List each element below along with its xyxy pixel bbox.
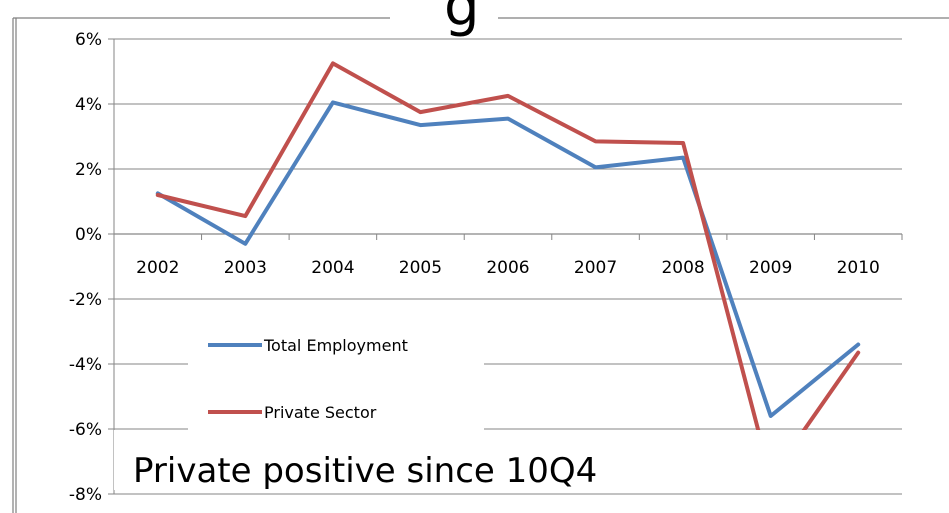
annotation-text: Private positive since 10Q4 xyxy=(133,451,597,491)
annotation-background xyxy=(114,430,905,490)
x-axis: 2002 2003 2004 2005 2006 2007 2008 2009 2010 xyxy=(113,233,903,278)
x-tick-label: 2002 xyxy=(136,258,179,278)
annotation-box: Private positive since 10Q4 xyxy=(114,430,905,491)
slide-title-fragment: g xyxy=(444,0,480,39)
x-tick-label: 2008 xyxy=(661,258,704,278)
y-tick-label: 0% xyxy=(75,225,102,245)
y-axis: 6% 4% 2% 0% -2% -4% -6% -8% xyxy=(69,30,115,505)
x-tick-label: 2010 xyxy=(837,258,880,278)
y-tick-label: -4% xyxy=(69,355,102,375)
y-tick-label: -6% xyxy=(69,420,102,440)
series-lines xyxy=(155,61,861,480)
series-line-total-employment xyxy=(155,100,861,418)
legend-label-private-sector: Private Sector xyxy=(264,403,377,422)
x-tick-label: 2009 xyxy=(749,258,792,278)
x-tick-label: 2006 xyxy=(486,258,529,278)
y-tick-label: -2% xyxy=(69,290,102,310)
x-tick-label: 2007 xyxy=(574,258,617,278)
x-tick-label: 2005 xyxy=(399,258,442,278)
legend: Total Employment Private Sector xyxy=(188,322,484,432)
x-tick-label: 2004 xyxy=(311,258,354,278)
y-tick-label: 4% xyxy=(75,95,102,115)
x-tick-label: 2003 xyxy=(224,258,267,278)
series-line-private-sector xyxy=(155,61,861,480)
legend-label-total-employment: Total Employment xyxy=(263,336,408,355)
y-tick-label: 6% xyxy=(75,30,102,50)
y-tick-label: 2% xyxy=(75,160,102,180)
y-tick-label: -8% xyxy=(69,485,102,505)
